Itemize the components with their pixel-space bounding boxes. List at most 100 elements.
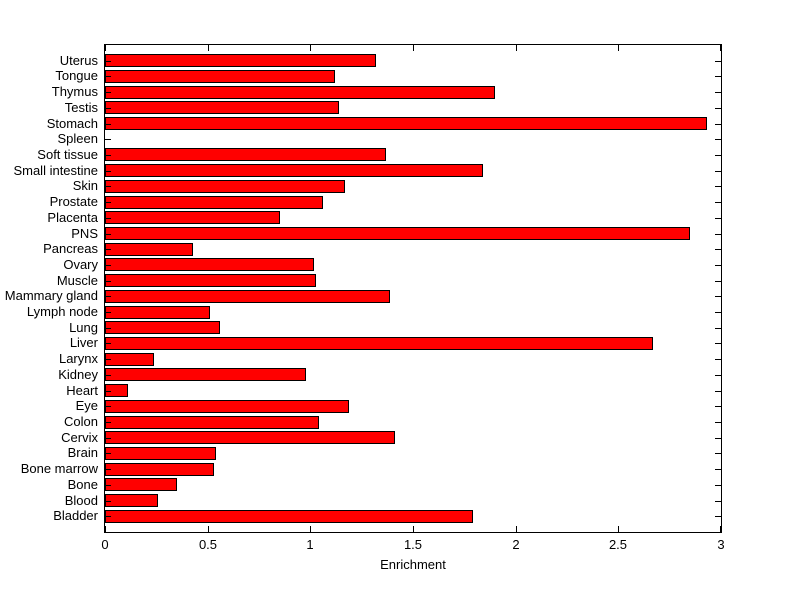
y-axis-label-tongue: Tongue [55,68,98,84]
bar-stomach [105,117,707,130]
bar-larynx [105,353,154,366]
y-tick-right-mammary-gland [715,296,721,297]
y-axis-label-prostate: Prostate [49,194,98,210]
y-tick-right-pns [715,234,721,235]
y-tick-right-stomach [715,124,721,125]
y-axis-label-bone-marrow: Bone marrow [20,461,98,477]
y-axis-label-colon: Colon [64,414,98,430]
y-axis-label-testis: Testis [64,99,98,115]
y-tick-left-eye [105,406,111,407]
bar-uterus [105,54,376,67]
bar-skin [105,180,345,193]
y-tick-left-brain [105,453,111,454]
x-tick-label-2.5: 2.5 [608,537,628,552]
bar-pns [105,227,690,240]
y-axis-label-blood: Blood [64,492,98,508]
y-axis-label-soft-tissue: Soft tissue [37,146,98,162]
y-tick-left-kidney [105,375,111,376]
x-tick-bottom-2.5 [618,526,619,532]
y-tick-left-tongue [105,76,111,77]
x-tick-top-1 [310,45,311,51]
bar-colon [105,416,319,429]
y-tick-left-placenta [105,218,111,219]
y-tick-left-thymus [105,92,111,93]
x-axis-title: Enrichment [380,557,446,572]
y-tick-left-heart [105,391,111,392]
y-axis-label-skin: Skin [72,178,98,194]
bar-bladder [105,510,473,523]
y-tick-left-bone-marrow [105,469,111,470]
y-axis-label-pns: PNS [71,225,98,241]
y-tick-right-kidney [715,375,721,376]
bar-mammary-gland [105,290,390,303]
bar-prostate [105,196,323,209]
y-tick-left-lung [105,328,111,329]
y-tick-right-blood [715,501,721,502]
y-axis-label-mammary-gland: Mammary gland [4,288,98,304]
x-tick-label-1.5: 1.5 [403,537,423,552]
x-tick-label-1: 1 [306,537,314,552]
y-axis-label-liver: Liver [69,335,98,351]
y-tick-right-placenta [715,218,721,219]
y-axis-label-larynx: Larynx [58,351,98,367]
x-tick-label-2: 2 [512,537,520,552]
y-tick-right-small-intestine [715,171,721,172]
y-tick-right-tongue [715,76,721,77]
y-tick-right-muscle [715,281,721,282]
bar-thymus [105,86,495,99]
y-axis-label-bladder: Bladder [53,508,98,524]
bar-lung [105,321,220,334]
x-tick-top-2 [516,45,517,51]
bar-lymph-node [105,306,210,319]
y-tick-right-bone-marrow [715,469,721,470]
y-tick-right-soft-tissue [715,155,721,156]
y-tick-left-testis [105,108,111,109]
x-tick-top-1.5 [413,45,414,51]
y-tick-right-skin [715,186,721,187]
y-tick-left-ovary [105,265,111,266]
y-axis-label-muscle: Muscle [56,272,98,288]
y-axis-label-heart: Heart [66,382,98,398]
bar-blood [105,494,158,507]
y-tick-right-liver [715,343,721,344]
bar-heart [105,384,128,397]
bar-bone-marrow [105,463,214,476]
x-tick-bottom-2 [516,526,517,532]
y-tick-left-lymph-node [105,312,111,313]
bar-pancreas [105,243,193,256]
y-axis-label-cervix: Cervix [61,429,98,445]
y-tick-left-cervix [105,438,111,439]
plot-area [104,44,722,533]
bar-kidney [105,368,306,381]
bar-brain [105,447,216,460]
y-tick-right-brain [715,453,721,454]
bar-bone [105,478,177,491]
y-tick-right-uterus [715,61,721,62]
y-axis-label-stomach: Stomach [46,115,98,131]
y-axis-label-pancreas: Pancreas [43,241,98,257]
y-tick-left-soft-tissue [105,155,111,156]
y-tick-right-bladder [715,516,721,517]
y-tick-right-thymus [715,92,721,93]
y-axis-label-spleen: Spleen [57,131,98,147]
y-tick-right-larynx [715,359,721,360]
bar-cervix [105,431,395,444]
y-tick-right-colon [715,422,721,423]
y-axis-label-eye: Eye [75,398,98,414]
y-axis-label-uterus: Uterus [59,52,98,68]
bar-tongue [105,70,335,83]
y-tick-right-lymph-node [715,312,721,313]
y-axis-label-kidney: Kidney [58,366,98,382]
bar-liver [105,337,653,350]
y-tick-left-muscle [105,281,111,282]
y-axis-label-lymph-node: Lymph node [26,304,98,320]
y-tick-left-liver [105,343,111,344]
y-tick-left-bone [105,485,111,486]
y-axis-label-small-intestine: Small intestine [13,162,98,178]
y-axis-label-bone: Bone [67,476,98,492]
y-axis-label-ovary: Ovary [63,256,98,272]
y-tick-left-colon [105,422,111,423]
x-tick-label-3: 3 [717,537,725,552]
bar-soft-tissue [105,148,386,161]
